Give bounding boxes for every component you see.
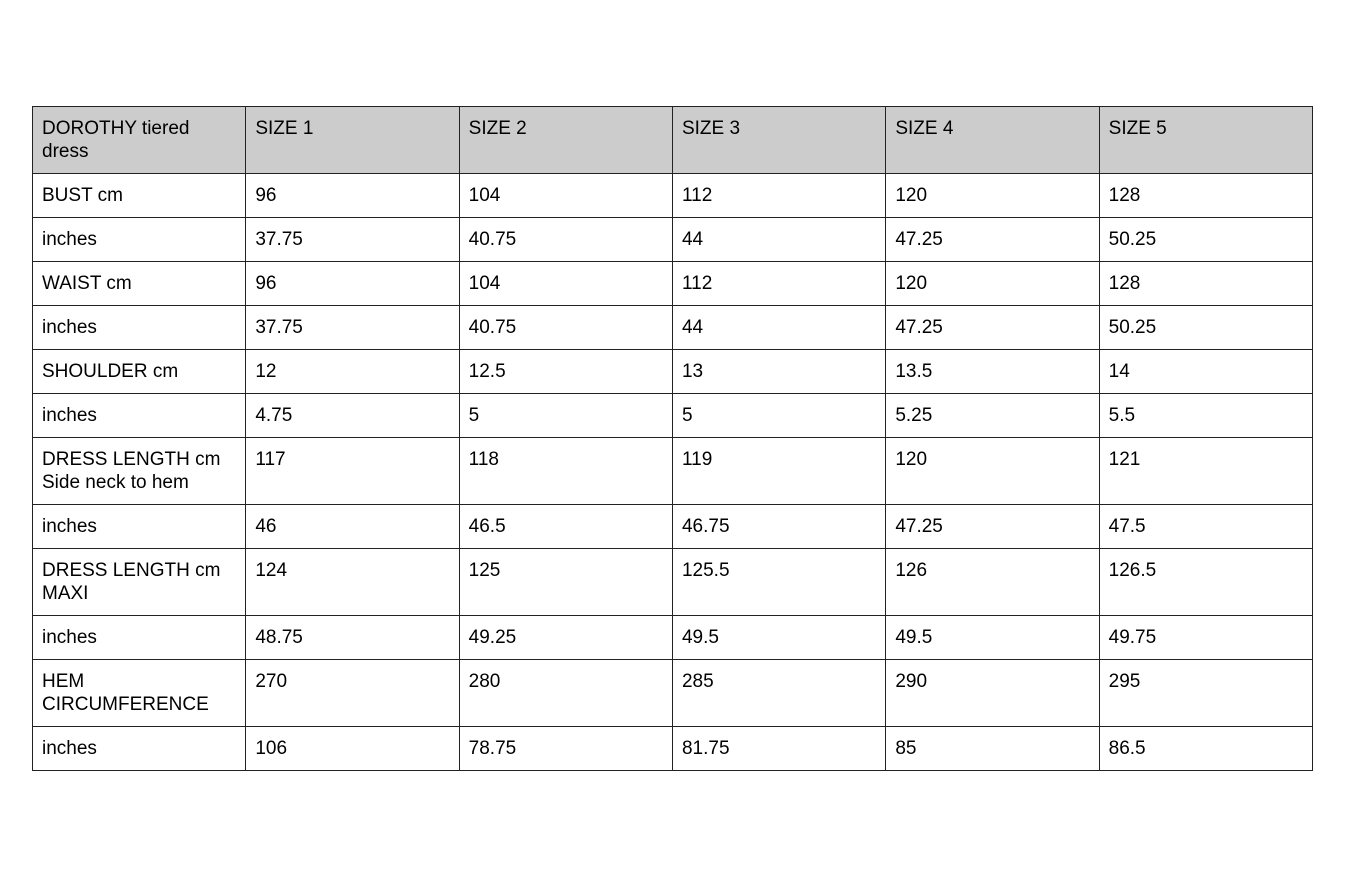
table-cell: 49.75 bbox=[1098, 615, 1314, 660]
table-cell: 50.25 bbox=[1098, 217, 1314, 262]
table-cell: 106 bbox=[245, 726, 460, 771]
table-cell: 118 bbox=[458, 437, 673, 505]
table-cell: DRESS LENGTH cm Side neck to hem bbox=[31, 437, 247, 505]
table-cell: SIZE 3 bbox=[671, 106, 887, 174]
table-cell: 120 bbox=[885, 437, 1100, 505]
table-cell: 290 bbox=[885, 659, 1100, 727]
table-cell: 46.5 bbox=[458, 504, 673, 549]
table-row: inches 48.75 49.25 49.5 49.5 49.75 bbox=[31, 615, 1314, 660]
table-cell: 280 bbox=[458, 659, 673, 727]
table-cell: 44 bbox=[671, 305, 887, 350]
table-row: WAIST cm 96 104 112 120 128 bbox=[31, 261, 1314, 306]
table-cell: 50.25 bbox=[1098, 305, 1314, 350]
table-cell: inches bbox=[31, 726, 247, 771]
table-row: DRESS LENGTH cm Side neck to hem 117 118 11… bbox=[31, 437, 1314, 505]
table-cell: 47.25 bbox=[885, 217, 1100, 262]
table-cell: 295 bbox=[1098, 659, 1314, 727]
table-row: HEM CIRCUMFERENCE 270 280 285 290 295 bbox=[31, 659, 1314, 727]
table-cell: 48.75 bbox=[245, 615, 460, 660]
table-cell: 5.25 bbox=[885, 393, 1100, 438]
table-cell: 49.5 bbox=[885, 615, 1100, 660]
table-cell: 37.75 bbox=[245, 305, 460, 350]
table-cell: 104 bbox=[458, 173, 673, 218]
table-cell: 120 bbox=[885, 261, 1100, 306]
table-cell: 126 bbox=[885, 548, 1100, 616]
size-table: DOROTHY tiered dress SIZE 1 SIZE 2 SIZE 3 SI… bbox=[31, 106, 1314, 771]
table-cell: 96 bbox=[245, 261, 460, 306]
table-cell: 128 bbox=[1098, 261, 1314, 306]
table-cell: 86.5 bbox=[1098, 726, 1314, 771]
table-cell: DRESS LENGTH cm MAXI bbox=[31, 548, 247, 616]
table-cell: inches bbox=[31, 217, 247, 262]
table-cell: 119 bbox=[671, 437, 887, 505]
table-cell: 121 bbox=[1098, 437, 1314, 505]
table-cell: 270 bbox=[245, 659, 460, 727]
table-cell: 13.5 bbox=[885, 349, 1100, 394]
table-cell: 46 bbox=[245, 504, 460, 549]
table-cell: 47.25 bbox=[885, 305, 1100, 350]
table-cell: 125 bbox=[458, 548, 673, 616]
table-cell: 12 bbox=[245, 349, 460, 394]
table-cell: 96 bbox=[245, 173, 460, 218]
table-cell: 112 bbox=[671, 261, 887, 306]
table-cell: 14 bbox=[1098, 349, 1314, 394]
table-cell: SIZE 4 bbox=[885, 106, 1100, 174]
table-cell: 120 bbox=[885, 173, 1100, 218]
table-row: SHOULDER cm 12 12.5 13 13.5 14 bbox=[31, 349, 1314, 394]
table-row: DRESS LENGTH cm MAXI 124 125 125.5 126 126.5 bbox=[31, 548, 1314, 616]
table-cell: 285 bbox=[671, 659, 887, 727]
table-cell: 126.5 bbox=[1098, 548, 1314, 616]
table-cell: 49.5 bbox=[671, 615, 887, 660]
table-row: inches 46 46.5 46.75 47.25 47.5 bbox=[31, 504, 1314, 549]
table-cell: 5 bbox=[458, 393, 673, 438]
table-row: inches 4.75 5 5 5.25 5.5 bbox=[31, 393, 1314, 438]
table-cell: 125.5 bbox=[671, 548, 887, 616]
table-cell: inches bbox=[31, 305, 247, 350]
table-cell: DOROTHY tiered dress bbox=[31, 106, 247, 174]
table-cell: inches bbox=[31, 504, 247, 549]
table-cell: 13 bbox=[671, 349, 887, 394]
table-cell: BUST cm bbox=[31, 173, 247, 218]
table-cell: HEM CIRCUMFERENCE bbox=[31, 659, 247, 727]
table-row: inches 37.75 40.75 44 47.25 50.25 bbox=[31, 305, 1314, 350]
table-cell: inches bbox=[31, 393, 247, 438]
table-cell: 85 bbox=[885, 726, 1100, 771]
table-cell: 37.75 bbox=[245, 217, 460, 262]
table-cell: SIZE 5 bbox=[1098, 106, 1314, 174]
table-cell: 47.5 bbox=[1098, 504, 1314, 549]
table-row: inches 106 78.75 81.75 85 86.5 bbox=[31, 726, 1314, 771]
table-cell: SIZE 1 bbox=[245, 106, 460, 174]
table-row: inches 37.75 40.75 44 47.25 50.25 bbox=[31, 217, 1314, 262]
table-cell: 124 bbox=[245, 548, 460, 616]
table-cell: 46.75 bbox=[671, 504, 887, 549]
table-cell: 104 bbox=[458, 261, 673, 306]
table-cell: 49.25 bbox=[458, 615, 673, 660]
table-cell: 128 bbox=[1098, 173, 1314, 218]
table-cell: 5.5 bbox=[1098, 393, 1314, 438]
table-cell: 44 bbox=[671, 217, 887, 262]
table-cell: inches bbox=[31, 615, 247, 660]
table-cell: 78.75 bbox=[458, 726, 673, 771]
table-cell: 47.25 bbox=[885, 504, 1100, 549]
table-cell: 117 bbox=[245, 437, 460, 505]
table-cell: SHOULDER cm bbox=[31, 349, 247, 394]
table-cell: 40.75 bbox=[458, 217, 673, 262]
table-cell: 40.75 bbox=[458, 305, 673, 350]
table-cell: 12.5 bbox=[458, 349, 673, 394]
table-cell: WAIST cm bbox=[31, 261, 247, 306]
table-cell: 5 bbox=[671, 393, 887, 438]
table-cell: 81.75 bbox=[671, 726, 887, 771]
header-row: DOROTHY tiered dress SIZE 1 SIZE 2 SIZE 3 SI… bbox=[31, 106, 1314, 174]
table-cell: SIZE 2 bbox=[458, 106, 673, 174]
table-cell: 112 bbox=[671, 173, 887, 218]
table-row: BUST cm 96 104 112 120 128 bbox=[31, 173, 1314, 218]
table-cell: 4.75 bbox=[245, 393, 460, 438]
